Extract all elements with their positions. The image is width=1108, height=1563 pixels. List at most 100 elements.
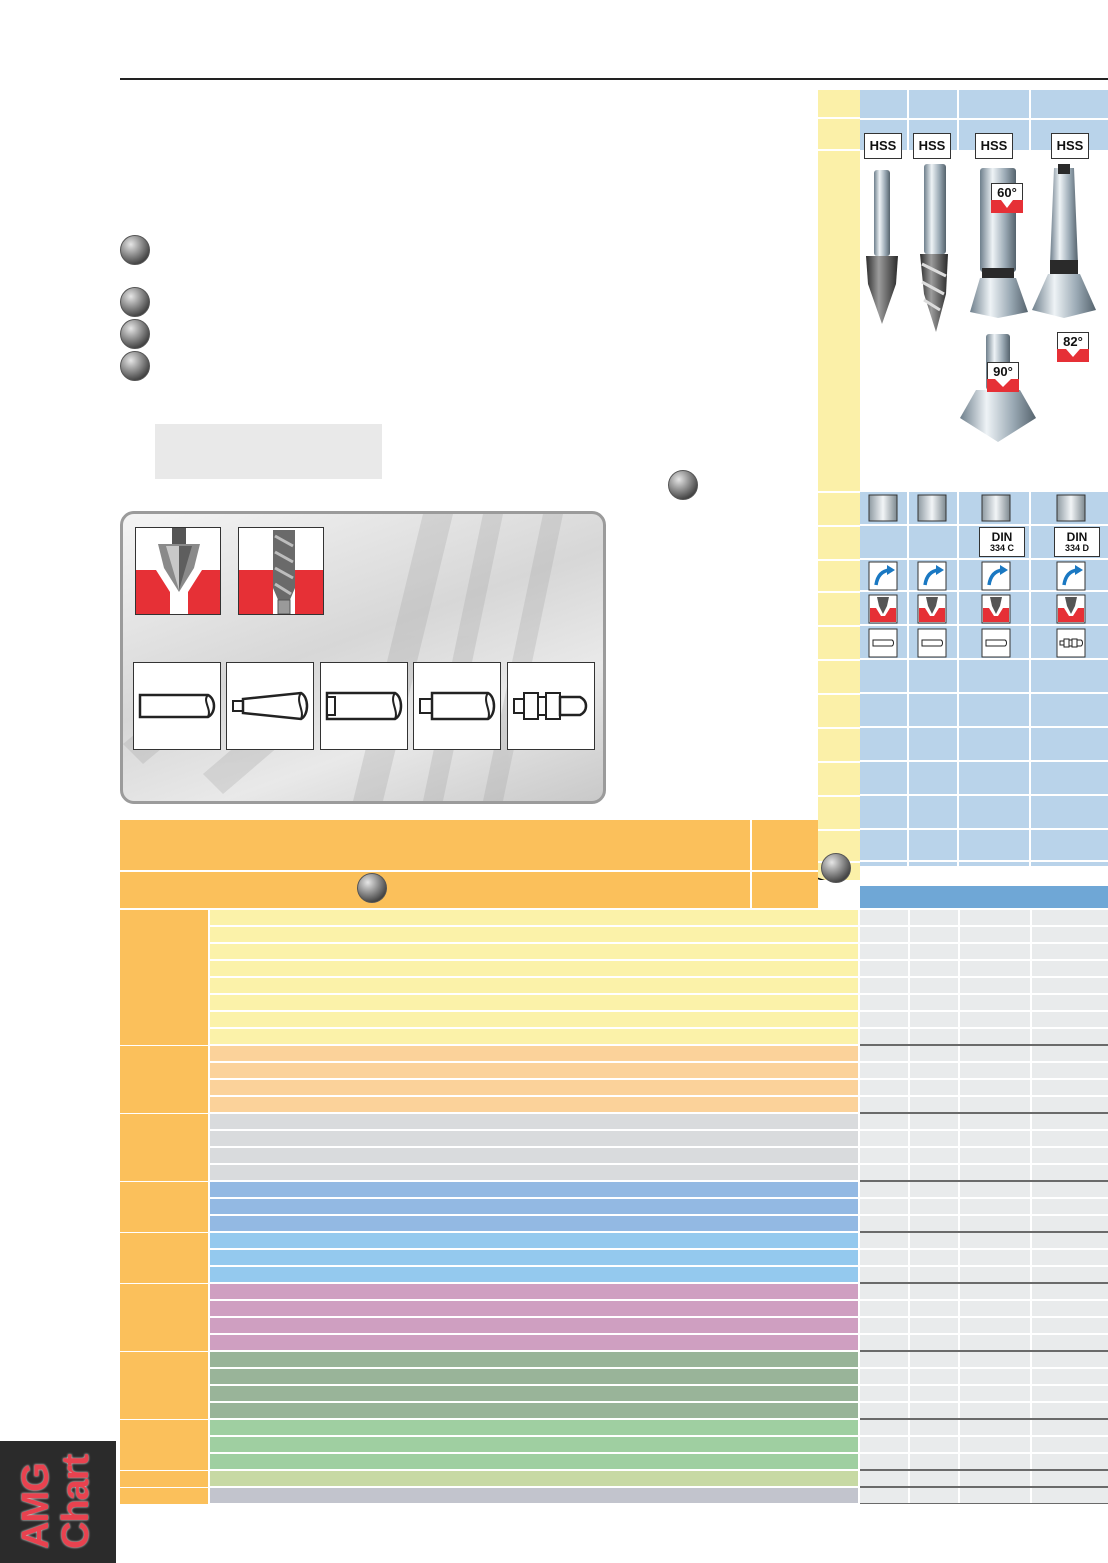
bullet-icon xyxy=(120,287,150,317)
spec-cell xyxy=(860,1199,908,1214)
material-group-cell xyxy=(120,1471,208,1487)
spec-cell xyxy=(1032,1097,1108,1112)
spec-cell xyxy=(1032,1420,1108,1435)
din-label-line2: 334 D xyxy=(1064,543,1090,553)
spec-cell xyxy=(1032,1335,1108,1350)
spec-cell xyxy=(860,1301,908,1316)
spec-cell xyxy=(1032,910,1108,925)
spec-cell xyxy=(1032,961,1108,976)
spec-cell xyxy=(1032,978,1108,993)
countersink-illustration-panel xyxy=(120,511,606,804)
spec-cell xyxy=(960,1386,1030,1401)
amg-chart-side-tab[interactable]: AMG Chart xyxy=(0,1441,116,1563)
spec-cell xyxy=(860,978,908,993)
bullet-icon xyxy=(120,351,150,381)
material-table-subheader xyxy=(120,870,818,908)
spec-cell xyxy=(960,1199,1030,1214)
angle-badge-60: 60° xyxy=(991,183,1023,213)
spec-cell xyxy=(860,1029,908,1044)
spec-cell xyxy=(910,1097,958,1112)
spec-cell xyxy=(960,1148,1030,1163)
spec-cell xyxy=(1032,927,1108,942)
cylindrical-shank-icon xyxy=(138,693,216,719)
angle-marker-icon xyxy=(1057,349,1089,362)
material-row xyxy=(210,1063,858,1078)
spec-cell xyxy=(960,910,1030,925)
material-row xyxy=(210,1148,858,1163)
spec-cell xyxy=(1032,1267,1108,1282)
countersink-icon xyxy=(136,528,220,614)
material-row xyxy=(210,1216,858,1231)
amg-label-line2: Chart xyxy=(55,1454,97,1549)
spec-cell xyxy=(1032,1046,1108,1061)
spec-cell xyxy=(960,1335,1030,1350)
material-group-cell xyxy=(120,1352,208,1419)
material-row xyxy=(210,1199,858,1214)
spec-cell xyxy=(1032,1403,1108,1418)
bullet-icon xyxy=(821,853,851,883)
material-group-cell xyxy=(120,1182,208,1232)
material-row xyxy=(210,1335,858,1350)
shank-type-icons xyxy=(868,628,1086,658)
spec-cell xyxy=(960,995,1030,1010)
spec-cell xyxy=(960,1284,1030,1299)
spec-cell xyxy=(910,1301,958,1316)
spec-cell xyxy=(1032,1182,1108,1197)
material-row xyxy=(210,944,858,959)
spec-cell xyxy=(910,1454,958,1469)
spec-cell xyxy=(1032,1318,1108,1333)
spec-cell xyxy=(1032,944,1108,959)
spec-cell xyxy=(910,1437,958,1452)
material-group-cell xyxy=(120,910,208,1045)
spec-cell xyxy=(1032,1454,1108,1469)
spec-cell xyxy=(960,1080,1030,1095)
spec-cell xyxy=(860,1403,908,1418)
spec-cell xyxy=(960,1471,1030,1486)
material-row xyxy=(210,1471,858,1486)
spec-cell xyxy=(1032,1284,1108,1299)
material-row xyxy=(210,1029,858,1044)
hss-material-label: HSS xyxy=(1051,133,1089,159)
spec-cell xyxy=(860,1335,908,1350)
spec-cell xyxy=(910,1216,958,1231)
shank-cylindrical xyxy=(133,662,221,750)
stepped-shank-icon xyxy=(419,691,496,721)
material-table-subheader-col xyxy=(750,870,818,908)
material-table-header xyxy=(120,820,818,870)
countersink-thumbnail xyxy=(135,527,221,615)
spec-cell xyxy=(860,1046,908,1061)
material-row xyxy=(210,1097,858,1112)
material-row xyxy=(210,1284,858,1299)
spec-cell xyxy=(860,995,908,1010)
spec-cell xyxy=(1032,1199,1108,1214)
bullet-icon xyxy=(357,873,387,903)
spec-cell xyxy=(910,1131,958,1146)
angle-82-label: 82° xyxy=(1057,332,1089,350)
spec-cell xyxy=(860,1080,908,1095)
material-row xyxy=(210,978,858,993)
spec-cell xyxy=(860,1437,908,1452)
spec-cell xyxy=(860,1250,908,1265)
spec-cell xyxy=(860,1165,908,1180)
spec-cell xyxy=(910,1420,958,1435)
spec-cell xyxy=(960,1046,1030,1061)
spec-cell xyxy=(1032,1012,1108,1027)
spec-cell xyxy=(1032,1131,1108,1146)
hss-material-label: HSS xyxy=(975,133,1013,159)
spec-cell xyxy=(910,995,958,1010)
spec-cell xyxy=(860,1284,908,1299)
spec-cell xyxy=(860,1233,908,1248)
hex-shank-icon xyxy=(513,692,588,720)
spec-cell xyxy=(1032,1029,1108,1044)
spec-cell xyxy=(960,1301,1030,1316)
morse-taper-shank-icon xyxy=(232,691,309,721)
angle-marker-icon xyxy=(987,379,1019,392)
material-row xyxy=(210,1131,858,1146)
spec-cell xyxy=(1032,1080,1108,1095)
shank-morse-taper xyxy=(226,662,314,750)
spec-cell xyxy=(1032,1488,1108,1503)
amg-label-line1: AMG xyxy=(15,1463,57,1549)
amg-chart-label: AMG Chart xyxy=(15,1454,97,1549)
spec-cell xyxy=(960,1403,1030,1418)
spec-cell xyxy=(860,910,908,925)
